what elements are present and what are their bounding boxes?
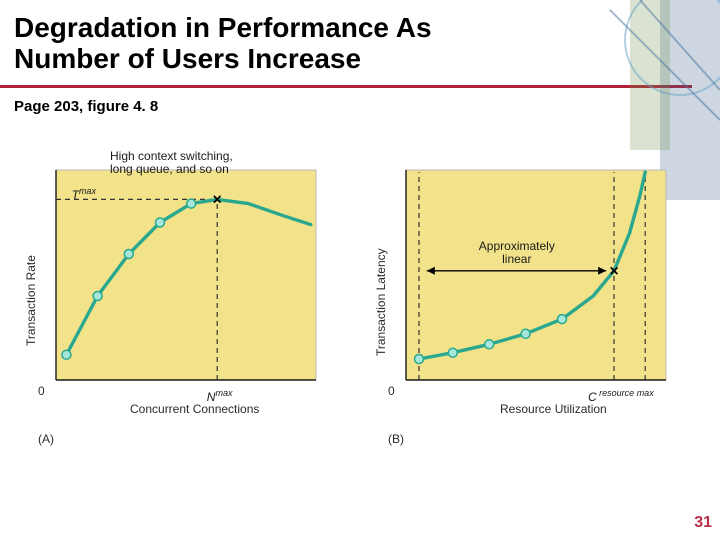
chart-b-panel-label: (B)	[388, 432, 404, 446]
chart-a: Transaction Rate × 0 Concurrent Connecti…	[10, 156, 350, 466]
chart-a-xlabel: Concurrent Connections	[130, 402, 259, 416]
chart-b-cmax-label: C resource max	[588, 389, 654, 404]
svg-text:×: ×	[213, 191, 222, 208]
slide-title: Degradation in Performance AsNumber of U…	[0, 0, 720, 77]
chart-b-ylabel: Transaction Latency	[374, 248, 388, 356]
chart-a-panel-label: (A)	[38, 432, 54, 446]
chart-a-ylabel: Transaction Rate	[24, 255, 38, 346]
chart-a-annotation: High context switching,long queue, and s…	[110, 150, 233, 176]
page-number: 31	[694, 514, 712, 532]
charts-container: Transaction Rate × 0 Concurrent Connecti…	[10, 156, 710, 466]
chart-b-xlabel: Resource Utilization	[500, 402, 607, 416]
slide-subtitle: Page 203, figure 4. 8	[0, 88, 720, 115]
chart-a-tmax-label: Tmax	[72, 187, 96, 202]
chart-b-plot: ×	[388, 156, 688, 406]
chart-a-nmax-label: Nmax	[207, 389, 233, 404]
chart-b: Transaction Latency × 0 Resource Utiliza…	[360, 156, 700, 466]
chart-b-linear-label: Approximatelylinear	[479, 240, 555, 266]
chart-a-origin: 0	[38, 384, 45, 398]
chart-b-origin: 0	[388, 384, 395, 398]
svg-text:×: ×	[609, 263, 618, 280]
